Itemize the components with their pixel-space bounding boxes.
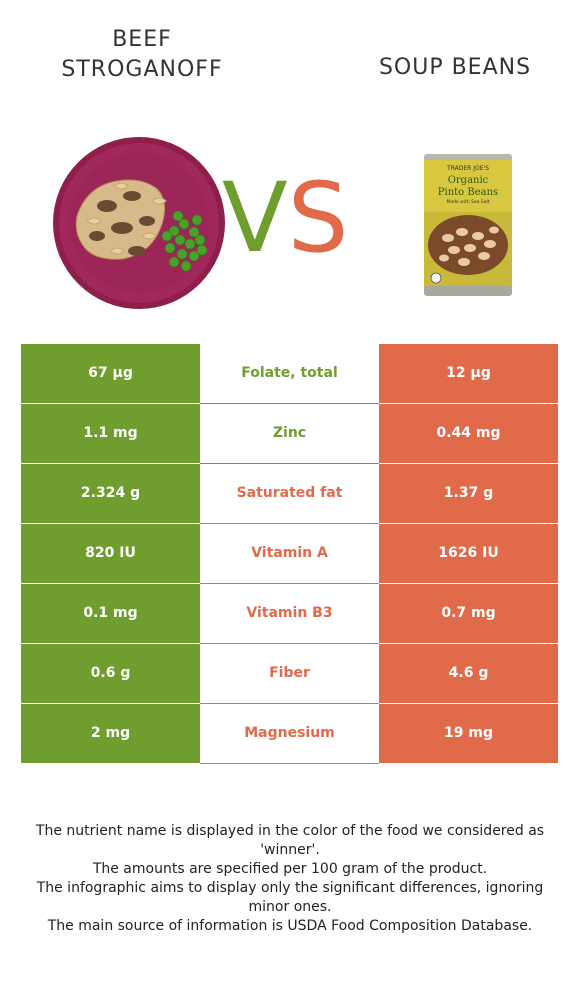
- right-food-value: 19 mg: [379, 704, 558, 763]
- row-divider-mid: [200, 703, 379, 704]
- can-brand-text: TRADER JOE'S: [446, 165, 489, 172]
- versus-s: S: [287, 162, 349, 274]
- nutrient-name: Vitamin A: [200, 524, 379, 583]
- nutrient-name: Magnesium: [200, 704, 379, 763]
- row-divider-mid: [200, 523, 379, 524]
- right-food-value: 1.37 g: [379, 464, 558, 523]
- left-food-value: 0.1 mg: [21, 584, 200, 643]
- left-food-title: BEEF STROGANOFF: [61, 27, 223, 82]
- row-divider-mid: [200, 763, 379, 764]
- nutrient-comparison-table: 67 µg Folate, total 12 µg 1.1 mg Zinc 0.44 mg…: [21, 344, 558, 764]
- footnote-amounts: The amounts are specified per 100 gram o…: [92, 861, 488, 877]
- nutrient-name: Saturated fat: [200, 464, 379, 523]
- soup-beans-can-image: TRADER JOE'S Organic Pinto Beans Made wi…: [424, 154, 512, 296]
- versus-label: VS: [222, 168, 349, 268]
- row-divider-mid: [200, 403, 379, 404]
- nutrient-name: Zinc: [200, 404, 379, 463]
- versus-v: V: [222, 162, 288, 274]
- nutrient-name: Vitamin B3: [200, 584, 379, 643]
- left-food-value: 0.6 g: [21, 644, 200, 703]
- right-food-value: 1626 IU: [379, 524, 558, 583]
- table-row: 0.1 mg Vitamin B3 0.7 mg: [21, 584, 558, 644]
- left-food-value: 2 mg: [21, 704, 200, 763]
- left-food-value: 1.1 mg: [21, 404, 200, 463]
- nutrient-name: Fiber: [200, 644, 379, 703]
- right-food-title: SOUP BEANS: [378, 55, 532, 80]
- row-divider-mid: [200, 643, 379, 644]
- table-row: 1.1 mg Zinc 0.44 mg: [21, 404, 558, 464]
- right-food-value: 0.44 mg: [379, 404, 558, 463]
- right-food-value: 12 µg: [379, 344, 558, 403]
- left-food-value: 820 IU: [21, 524, 200, 583]
- nutrient-name: Folate, total: [200, 344, 379, 403]
- table-row: 0.6 g Fiber 4.6 g: [21, 644, 558, 704]
- row-divider-mid: [200, 583, 379, 584]
- table-row: 820 IU Vitamin A 1626 IU: [21, 524, 558, 584]
- left-food-value: 67 µg: [21, 344, 200, 403]
- table-row: 2 mg Magnesium 19 mg: [21, 704, 558, 764]
- left-food-value: 2.324 g: [21, 464, 200, 523]
- footnote-aim: The infographic aims to display only the…: [36, 880, 544, 915]
- footnotes: The nutrient name is displayed in the co…: [20, 822, 560, 936]
- right-food-value: 0.7 mg: [379, 584, 558, 643]
- beef-stroganoff-image: [53, 137, 225, 309]
- table-row: 2.324 g Saturated fat 1.37 g: [21, 464, 558, 524]
- right-food-value: 4.6 g: [379, 644, 558, 703]
- footnote-winner: The nutrient name is displayed in the co…: [35, 823, 545, 858]
- footnote-source: The main source of information is USDA F…: [47, 918, 533, 934]
- row-divider-mid: [200, 463, 379, 464]
- can-line3-text: Made with Sea Salt: [446, 199, 489, 205]
- can-line1-text: Organic: [448, 175, 489, 186]
- table-row: 67 µg Folate, total 12 µg: [21, 344, 558, 404]
- can-line2-text: Pinto Beans: [438, 187, 498, 198]
